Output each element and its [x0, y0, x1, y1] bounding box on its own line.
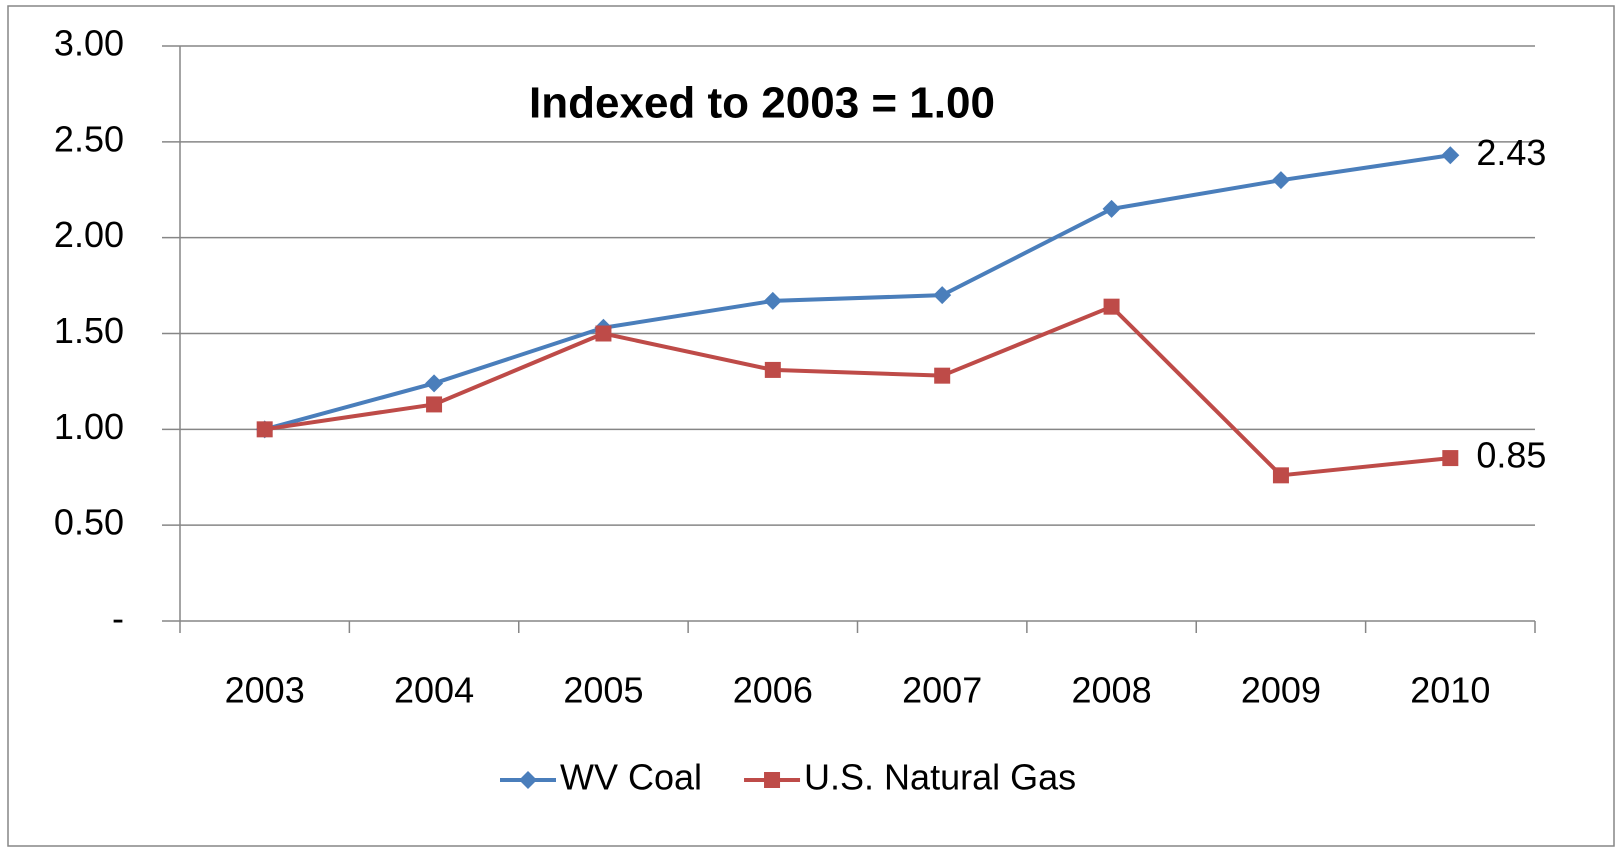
data-point: [595, 325, 612, 342]
chart-frame: [7, 5, 1615, 847]
x-tick-label: 2009: [1241, 670, 1321, 711]
y-tick-label: 2.50: [54, 118, 124, 159]
data-label: 0.85: [1476, 435, 1546, 476]
y-tick-label: 3.00: [54, 23, 124, 64]
data-point: [1103, 298, 1120, 315]
x-tick-label: 2003: [225, 670, 305, 711]
x-tick-label: 2006: [733, 670, 813, 711]
legend-label: WV Coal: [560, 757, 702, 798]
x-tick-label: 2005: [563, 670, 643, 711]
data-point: [1271, 171, 1290, 190]
data-point: [933, 286, 952, 305]
data-point: [763, 291, 782, 310]
x-tick-label: 2004: [394, 670, 474, 711]
data-point: [426, 396, 443, 413]
legend-marker: [519, 771, 537, 789]
y-tick-label: 2.00: [54, 214, 124, 255]
data-label: 2.43: [1476, 132, 1546, 173]
y-tick-label: -: [112, 598, 124, 639]
data-point: [256, 421, 273, 438]
data-point: [1102, 199, 1121, 218]
chart-title: Indexed to 2003 = 1.00: [529, 79, 995, 128]
legend-label: U.S. Natural Gas: [804, 757, 1076, 798]
y-tick-label: 1.50: [54, 310, 124, 351]
data-point: [1442, 450, 1459, 467]
data-point: [1441, 146, 1460, 165]
data-point: [764, 361, 781, 378]
y-tick-label: 0.50: [54, 502, 124, 543]
x-tick-label: 2007: [902, 670, 982, 711]
data-point: [934, 367, 951, 384]
data-point: [425, 374, 444, 393]
x-tick-label: 2008: [1072, 670, 1152, 711]
data-point: [1272, 467, 1289, 484]
series-line: [264, 304, 1451, 478]
legend-marker: [764, 772, 781, 788]
y-tick-label: 1.00: [54, 406, 124, 447]
series-line: [264, 153, 1451, 432]
x-tick-label: 2010: [1410, 670, 1490, 711]
